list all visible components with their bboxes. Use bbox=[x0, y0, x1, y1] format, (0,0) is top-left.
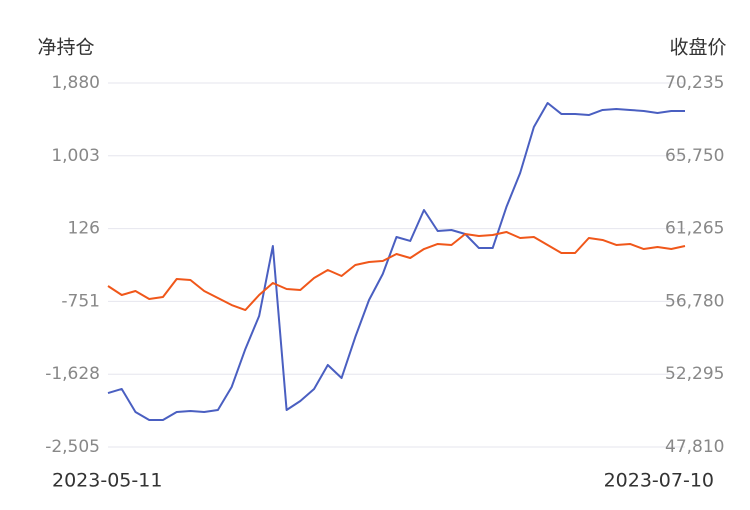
y-tick-label: -1,628 bbox=[45, 364, 100, 384]
y2-tick-label: 47,810 bbox=[665, 437, 724, 457]
y2-axis-title: 收盘价 bbox=[669, 37, 726, 59]
y2-tick-label: 70,235 bbox=[665, 73, 724, 93]
y-axis-title: 净持仓 bbox=[37, 37, 94, 59]
y2-tick-label: 65,750 bbox=[665, 146, 724, 166]
y2-tick-label: 56,780 bbox=[665, 291, 724, 311]
y-tick-label: 1,003 bbox=[51, 146, 100, 166]
x-tick-label: 2023-07-10 bbox=[604, 470, 714, 492]
y2-tick-label: 61,265 bbox=[665, 219, 724, 239]
x-tick-label: 2023-05-11 bbox=[52, 470, 162, 492]
line-series bbox=[107, 230, 686, 312]
y2-tick-label: 52,295 bbox=[665, 364, 724, 384]
y-tick-label: 126 bbox=[68, 219, 100, 239]
line-series bbox=[107, 102, 685, 422]
y-tick-label: -2,505 bbox=[45, 437, 100, 457]
y-tick-label: 1,880 bbox=[51, 73, 100, 93]
y-tick-label: -751 bbox=[61, 291, 100, 311]
